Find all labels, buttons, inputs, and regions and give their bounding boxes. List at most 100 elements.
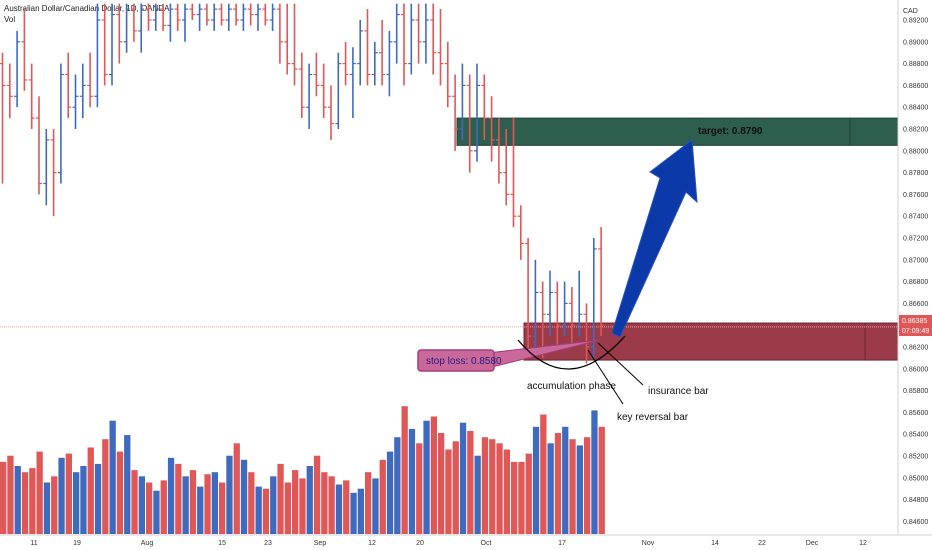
ohlc-bar	[203, 3, 210, 26]
x-tick-label: Oct	[481, 540, 492, 547]
volume-bar	[350, 492, 357, 534]
ohlc-bar	[262, 3, 269, 26]
ohlc-bar	[116, 3, 123, 64]
ohlc-bar	[371, 41, 378, 86]
volume-bar	[204, 474, 211, 534]
ohlc-bar	[65, 52, 72, 119]
ohlc-bar	[349, 47, 356, 119]
ohlc-bar	[525, 238, 532, 358]
y-tick-label: 0.89200	[903, 18, 928, 25]
x-tick-label: 12	[368, 540, 376, 547]
x-tick-label: 19	[73, 540, 81, 547]
volume-bar	[284, 482, 291, 534]
ohlc-bar	[50, 129, 57, 217]
volume-bar	[532, 426, 540, 534]
volume-bar	[226, 455, 233, 534]
volume-bar	[219, 482, 226, 534]
stop-zone	[523, 322, 899, 361]
volume-bar	[321, 472, 328, 534]
ohlc-bar	[218, 3, 225, 26]
volume-bar	[102, 439, 109, 534]
ohlc-bar	[21, 9, 28, 91]
ohlc-bar	[474, 63, 480, 162]
ohlc-bar	[313, 52, 320, 97]
ohlc-bar	[291, 3, 298, 86]
volume-bar	[452, 441, 459, 534]
ohlc-bar	[211, 3, 218, 31]
volume-bar	[87, 447, 94, 534]
ohlc-bar	[357, 20, 364, 86]
y-tick-label: 0.86800	[903, 279, 928, 286]
volume-bar	[0, 461, 7, 534]
target-label: target: 0.8790	[698, 126, 763, 137]
target-arrow	[611, 139, 698, 338]
currency-label: CAD	[903, 8, 918, 15]
y-tick-label: 0.86000	[903, 366, 928, 373]
ohlc-bar	[14, 30, 21, 108]
volume-bar	[138, 476, 145, 534]
ohlc-bar	[488, 96, 495, 162]
ohlc-bar	[152, 3, 159, 31]
x-tick-label: 12	[859, 540, 867, 547]
volume-bar	[423, 420, 430, 534]
volume-bar	[372, 478, 379, 534]
volume-bar	[270, 476, 277, 534]
volume-bar	[335, 484, 343, 534]
ohlc-bar	[328, 85, 334, 140]
ohlc-bar	[408, 3, 415, 75]
ohlc-bar	[466, 74, 473, 173]
volume-bar	[328, 476, 335, 534]
y-tick-label: 0.89000	[903, 39, 928, 46]
volume-bar	[430, 416, 437, 534]
target-zone	[456, 117, 899, 146]
ohlc-bar	[568, 287, 575, 347]
volume-label: Vol	[4, 15, 16, 24]
last-price-tag: 0.86385 07:09:49	[899, 315, 932, 336]
ohlc-bar	[320, 63, 327, 119]
volume-bar	[343, 480, 350, 534]
stop-loss-label: stop loss: 0.8580	[426, 356, 502, 367]
volume-bar	[357, 488, 364, 534]
ohlc-bar	[510, 118, 517, 228]
volume-bar	[379, 459, 386, 534]
volume-bar	[14, 466, 21, 534]
ohlc-bar	[130, 3, 137, 42]
x-tick-label: 22	[758, 540, 766, 547]
y-tick-label: 0.88000	[903, 148, 928, 155]
volume-bar	[233, 443, 240, 534]
price-axis[interactable]: CAD 0.89200 0.89000 0.88800 0.88600 0.88400 0…	[897, 0, 928, 534]
y-tick-label: 0.86200	[903, 345, 928, 352]
y-tick-label: 0.88800	[903, 61, 928, 68]
volume-bar	[182, 476, 189, 534]
ohlc-bar	[189, 3, 196, 20]
volume-bar	[197, 486, 204, 534]
volume-bar	[292, 470, 299, 534]
y-tick-label: 0.85200	[903, 454, 928, 461]
ohlc-bar	[306, 63, 313, 129]
ohlc-bar	[532, 259, 539, 358]
x-tick-label: Nov	[642, 540, 655, 547]
y-tick-label: 0.87400	[903, 214, 928, 221]
ohlc-bar	[452, 74, 459, 151]
volume-bar	[211, 472, 218, 534]
y-tick-label: 0.87000	[903, 257, 928, 264]
chart-title: Australian Dollar/Canadian Dollar, 1D, O…	[4, 4, 170, 13]
volume-bars	[0, 406, 605, 534]
ohlc-bar	[422, 3, 429, 64]
ohlc-bar	[335, 52, 342, 129]
ohlc-bar	[167, 3, 174, 42]
time-axis[interactable]: 11 19 Aug 15 23 Sep 12 20 Oct 17 Nov 14 22 Dec 12	[0, 534, 932, 547]
x-tick-label: 17	[558, 540, 566, 547]
ohlc-bar	[57, 63, 64, 184]
ohlc-bar	[276, 3, 283, 64]
volume-bar	[306, 466, 313, 534]
ohlc-bar	[6, 63, 13, 119]
y-tick-label: 0.87200	[903, 236, 928, 243]
ohlc-bar	[517, 205, 524, 260]
volume-bar	[576, 445, 583, 534]
ohlc-bar	[269, 3, 276, 31]
ohlc-bar	[145, 3, 152, 31]
ohlc-bar	[43, 129, 50, 206]
ohlc-bar	[101, 3, 108, 86]
